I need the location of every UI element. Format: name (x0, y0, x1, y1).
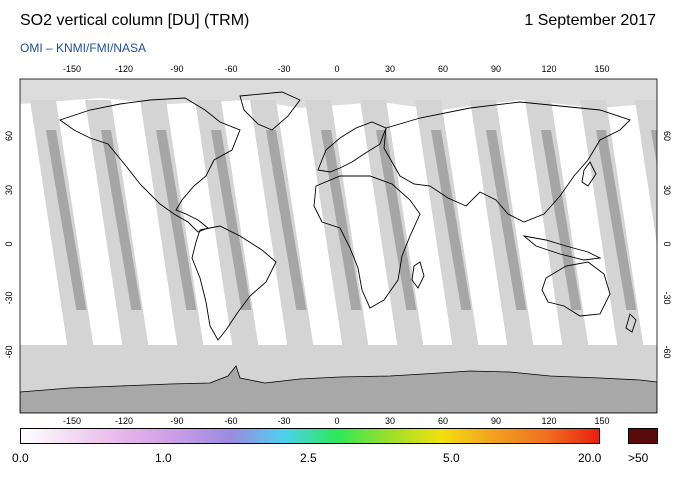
colorbar-label-2: 2.5 (300, 451, 317, 465)
lon-tick-bottom: 150 (594, 416, 609, 426)
arctic-cover (20, 79, 657, 110)
colorbar-label-over: >50 (628, 451, 649, 465)
colorbar-label-0: 0.0 (12, 451, 29, 465)
indonesia (522, 235, 602, 261)
lon-tick-bottom: -150 (63, 416, 81, 426)
lon-tick-top: 30 (385, 64, 395, 74)
orbit-swath-overlap (376, 130, 417, 310)
lon-tick-bottom: -60 (224, 416, 237, 426)
orbit-swath-overlap (486, 130, 527, 310)
australia (541, 261, 611, 317)
coastlines (59, 91, 637, 341)
lat-tick-right: -30 (662, 291, 672, 304)
orbit-swath-overlap (431, 130, 472, 310)
map-frame (19, 78, 658, 414)
lon-tick-bottom: -90 (170, 416, 183, 426)
map-date: 1 September 2017 (524, 12, 656, 29)
lon-tick-top: 90 (491, 64, 501, 74)
lat-tick-left: -60 (4, 345, 14, 358)
lon-tick-top: 60 (438, 64, 448, 74)
lon-tick-top: -90 (170, 64, 183, 74)
europe (317, 121, 387, 173)
lon-tick-top: -30 (277, 64, 290, 74)
orbit-swath-overlap (321, 130, 362, 310)
asia (383, 101, 631, 223)
orbit-swath-overlap (156, 130, 197, 310)
lon-tick-top: 0 (334, 64, 339, 74)
lon-tick-bottom: -30 (277, 416, 290, 426)
lat-tick-right: -60 (662, 345, 672, 358)
lon-tick-top: -60 (224, 64, 237, 74)
orbit-swath-overlap (101, 130, 142, 310)
colorbar-label-3: 5.0 (443, 451, 460, 465)
lat-tick-right: 0 (662, 241, 672, 246)
lon-tick-top: -150 (63, 64, 81, 74)
greenland (239, 91, 301, 131)
colorbar (20, 428, 600, 444)
lat-tick-right: 60 (662, 131, 672, 141)
lon-tick-bottom: 90 (491, 416, 501, 426)
lat-tick-left: 60 (4, 131, 14, 141)
madagascar (411, 261, 425, 289)
orbit-swath-overlap (596, 130, 637, 310)
new-zealand (625, 313, 637, 333)
antarctica (20, 365, 657, 413)
lon-tick-bottom: 60 (438, 416, 448, 426)
lon-tick-bottom: 120 (541, 416, 556, 426)
data-credit: OMI – KNMI/FMI/NASA (20, 41, 147, 55)
orbit-swath (635, 100, 657, 245)
orbit-swath-overlap (266, 130, 307, 310)
orbit-swaths (30, 100, 657, 350)
lat-tick-left: -30 (4, 291, 14, 304)
lon-tick-top: 120 (541, 64, 556, 74)
lat-tick-left: 0 (4, 241, 14, 246)
orbit-swath-overlap (46, 130, 87, 310)
map-title: SO2 vertical column [DU] (TRM) (20, 12, 250, 29)
lon-tick-bottom: 0 (334, 416, 339, 426)
lon-tick-bottom: -120 (115, 416, 133, 426)
japan (581, 161, 597, 187)
south-america (191, 225, 277, 341)
lat-tick-right: 30 (662, 185, 672, 195)
colorbar-label-1: 1.0 (155, 451, 172, 465)
lat-tick-left: 30 (4, 185, 14, 195)
orbit-swath-overlap (211, 130, 252, 310)
lon-tick-top: -120 (115, 64, 133, 74)
lon-tick-top: 150 (594, 64, 609, 74)
colorbar-label-4: 20.0 (578, 451, 602, 465)
graticule-labels: -150 -150 -120 -120 -90 -90 -60 -60 -30 -30 0 0 30 30… (4, 64, 672, 426)
orbit-swath-overlap (651, 130, 657, 166)
north-america (59, 97, 241, 233)
colorbar-over-box (628, 428, 658, 444)
lon-tick-bottom: 30 (385, 416, 395, 426)
africa (313, 175, 421, 309)
